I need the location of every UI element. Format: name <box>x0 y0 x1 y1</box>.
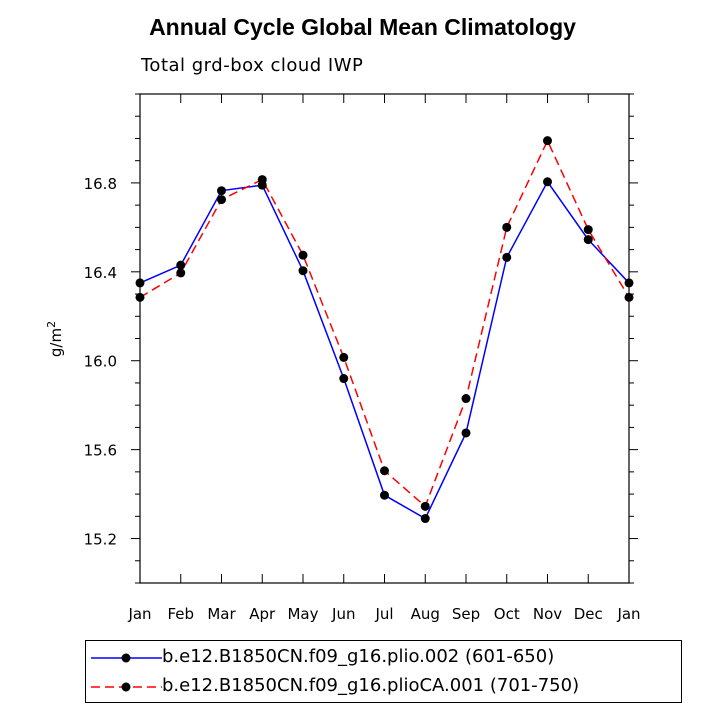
x-tick-label: Aug <box>411 605 440 623</box>
series-1-point <box>176 260 186 270</box>
legend-item-series-1: b.e12.B1850CN.f09_g16.plio.002 (601-650) <box>86 643 683 671</box>
series-1-point <box>543 177 552 187</box>
x-tick-label: Mar <box>207 605 236 623</box>
y-tick-label: 16.8 <box>84 175 117 193</box>
chart-title: Annual Cycle Global Mean Climatology <box>149 14 576 40</box>
series-1-point <box>502 252 512 262</box>
y-tick-label: 15.2 <box>84 531 117 549</box>
series-1-point <box>339 374 349 384</box>
x-tick-label: Nov <box>533 605 562 623</box>
chart-subtitle: Total grd-box cloud IWP <box>141 55 364 76</box>
series-2-point <box>298 250 308 260</box>
series-2-point <box>583 225 593 235</box>
series-2-point <box>420 501 430 511</box>
series-1-point <box>420 514 430 524</box>
y-axis-label: g/m2 <box>45 321 65 357</box>
legend-item-series-2: b.e12.B1850CN.f09_g16.plioCA.001 (701-75… <box>86 672 683 700</box>
series-group <box>135 136 634 524</box>
series-2-point <box>257 175 267 185</box>
line-chart: Jan Feb Mar Apr May Jun Jul Aug Sep Oct Nov Dec Jan … <box>45 93 641 623</box>
y-tick-label: 16.4 <box>84 264 117 282</box>
y-tick-labels: 15.2 15.6 16.0 16.4 16.8 <box>84 175 117 549</box>
series-2-point <box>176 268 186 278</box>
x-tick-label: Oct <box>494 605 520 623</box>
legend-label-series-2: b.e12.B1850CN.f09_g16.plioCA.001 (701-75… <box>162 675 580 696</box>
x-tick-labels: Jan Feb Mar Apr May Jun Jul Aug Sep Oct Nov Dec Jan <box>127 605 640 623</box>
x-tick-label: Sep <box>452 605 480 623</box>
series-1-point <box>217 186 226 196</box>
series-2-point <box>502 222 512 232</box>
series-1-point <box>624 278 634 288</box>
legend-swatch-series-2 <box>91 682 162 692</box>
legend-swatch-series-1 <box>91 653 162 663</box>
y-axis-label-superscript: 2 <box>45 321 58 328</box>
x-tick-label: Jan <box>127 605 151 623</box>
legend: b.e12.B1850CN.f09_g16.plio.002 (601-650)… <box>85 640 682 703</box>
series-1-point <box>135 278 145 288</box>
axis-ticks <box>131 93 638 584</box>
series-1-point <box>380 490 389 500</box>
x-tick-label: Dec <box>574 605 603 623</box>
series-2-point <box>461 394 471 404</box>
legend-label-series-1: b.e12.B1850CN.f09_g16.plio.002 (601-650) <box>162 646 555 667</box>
x-tick-label: May <box>287 605 318 623</box>
x-tick-label: Jul <box>374 605 393 623</box>
y-axis-label-unit: g/m <box>47 328 65 357</box>
x-tick-label: Feb <box>167 605 194 623</box>
series-2-point <box>543 136 552 146</box>
series-2-point <box>217 195 226 205</box>
y-tick-label: 15.6 <box>84 442 117 460</box>
series-2-point <box>380 466 389 476</box>
series-2-point <box>339 352 349 362</box>
y-tick-label: 16.0 <box>84 353 117 371</box>
x-tick-label: Jun <box>331 605 355 623</box>
series-line-2 <box>139 138 630 508</box>
plot-frame <box>139 93 630 584</box>
series-1-point <box>461 428 471 438</box>
series-1-point <box>583 235 593 245</box>
x-tick-label: Apr <box>249 605 276 623</box>
series-1-point <box>298 266 308 276</box>
series-2-point <box>135 292 145 302</box>
x-tick-label: Jan <box>616 605 640 623</box>
series-2-point <box>624 292 634 302</box>
